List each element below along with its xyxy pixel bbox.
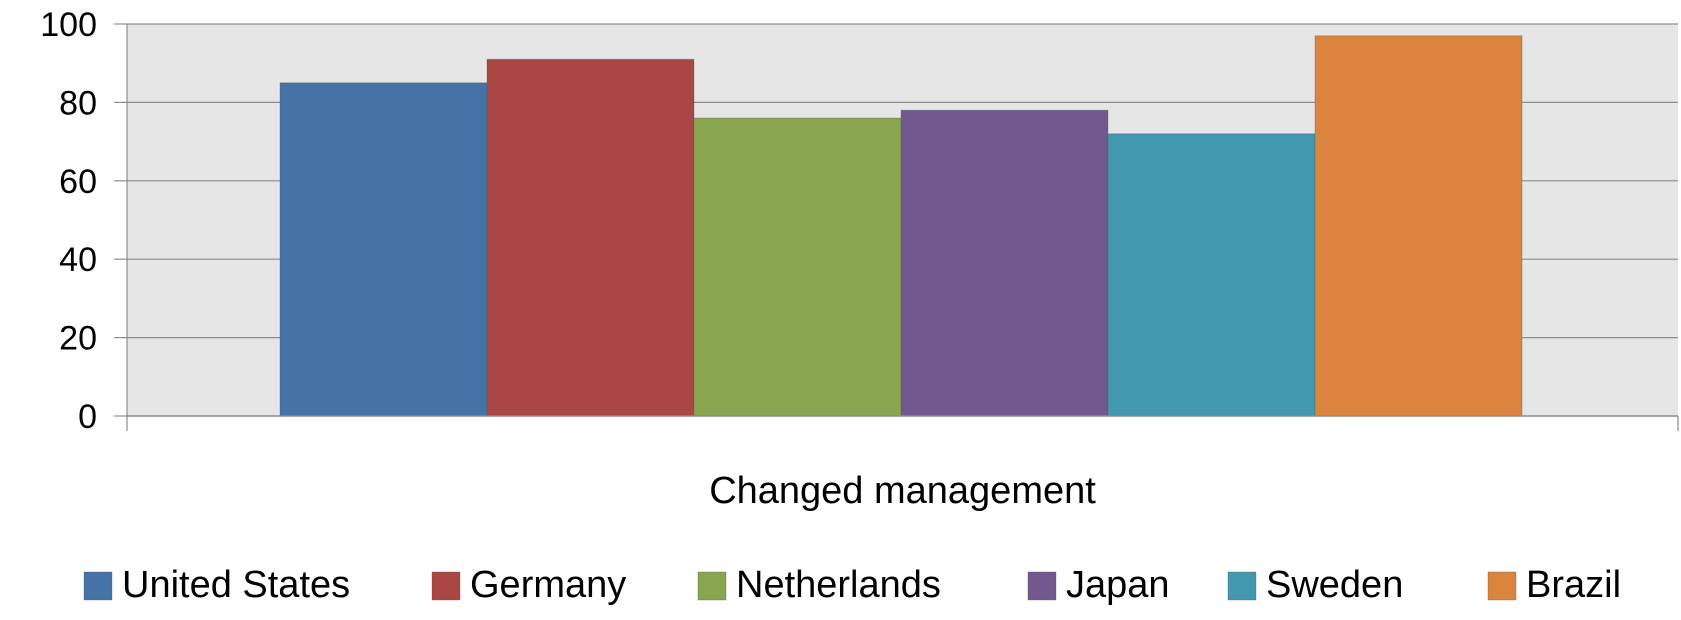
legend-swatch-sweden bbox=[1227, 571, 1257, 601]
y-tick-label: 40 bbox=[59, 241, 97, 279]
legend: United States Germany Netherlands Japan Swed… bbox=[83, 564, 1621, 606]
bar-germany bbox=[486, 58, 695, 417]
y-tick-label: 20 bbox=[59, 320, 97, 358]
y-tick-label: 100 bbox=[40, 6, 97, 44]
x-category-label: Changed management bbox=[709, 470, 1096, 512]
bar-united-states bbox=[279, 82, 488, 417]
bar-sweden bbox=[1107, 133, 1316, 417]
axes bbox=[126, 24, 1679, 431]
bars bbox=[279, 35, 1523, 417]
y-tick-label: 60 bbox=[59, 163, 97, 201]
y-tick-label: 0 bbox=[78, 398, 97, 436]
legend-label-united-states: United States bbox=[122, 564, 350, 606]
legend-swatch-germany bbox=[431, 571, 461, 601]
legend-swatch-netherlands bbox=[697, 571, 727, 601]
y-axis-ticks: 0 20 40 60 80 100 bbox=[40, 6, 127, 436]
legend-swatch-brazil bbox=[1487, 571, 1517, 601]
legend-swatch-japan bbox=[1027, 571, 1057, 601]
legend-label-japan: Japan bbox=[1066, 564, 1170, 606]
bar-brazil bbox=[1314, 35, 1523, 417]
legend-label-netherlands: Netherlands bbox=[736, 564, 941, 606]
y-tick-label: 80 bbox=[59, 84, 97, 122]
bar-japan bbox=[900, 109, 1109, 417]
legend-label-sweden: Sweden bbox=[1266, 564, 1403, 606]
legend-swatch-united-states bbox=[83, 571, 113, 601]
legend-label-brazil: Brazil bbox=[1526, 564, 1621, 606]
legend-label-germany: Germany bbox=[470, 564, 626, 606]
bar-netherlands bbox=[693, 117, 902, 417]
